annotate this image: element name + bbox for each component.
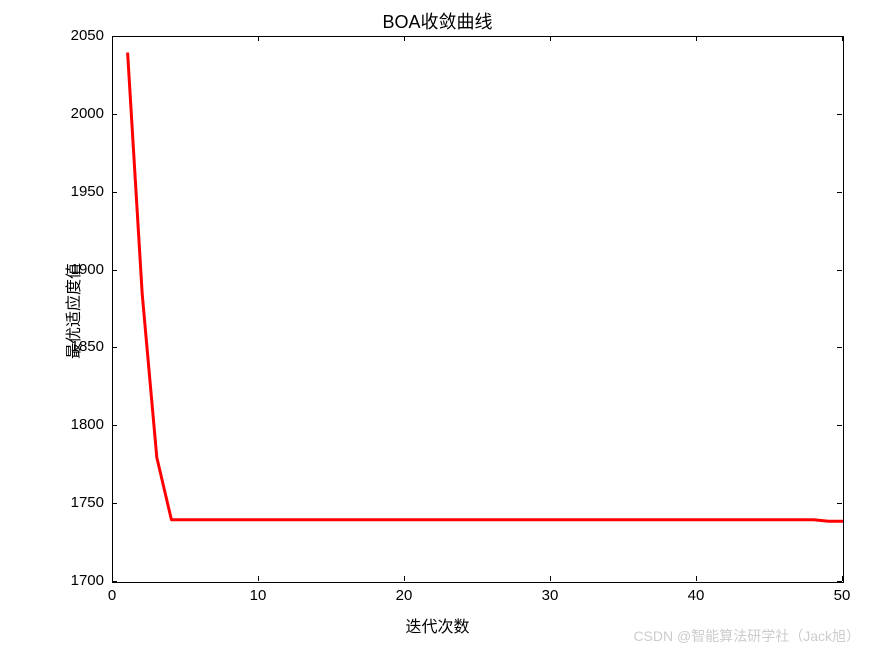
y-tick <box>837 36 842 37</box>
y-tick <box>837 270 842 271</box>
x-tick <box>404 576 405 581</box>
y-tick <box>837 114 842 115</box>
x-tick <box>258 36 259 41</box>
y-tick-label: 1950 <box>71 183 104 200</box>
watermark-text: CSDN @智能算法研学社（Jack旭） <box>633 626 860 646</box>
y-tick-label: 1850 <box>71 338 104 355</box>
y-tick <box>112 503 117 504</box>
y-tick <box>112 192 117 193</box>
x-tick <box>842 576 843 581</box>
y-tick <box>837 192 842 193</box>
y-tick <box>837 347 842 348</box>
x-tick-label: 20 <box>394 587 414 604</box>
y-tick <box>112 114 117 115</box>
plot-area <box>112 36 844 583</box>
y-tick-label: 2050 <box>71 27 104 44</box>
y-tick <box>837 581 842 582</box>
y-tick <box>112 581 117 582</box>
chart-container: BOA收敛曲线 最优适应度值 迭代次数 CSDN @智能算法研学社（Jack旭）… <box>0 0 875 656</box>
x-tick-label: 40 <box>686 587 706 604</box>
convergence-line <box>113 37 843 582</box>
chart-title: BOA收敛曲线 <box>0 8 875 34</box>
x-tick <box>550 576 551 581</box>
y-tick <box>837 503 842 504</box>
y-tick <box>112 36 117 37</box>
x-tick <box>258 576 259 581</box>
x-tick <box>404 36 405 41</box>
x-tick <box>550 36 551 41</box>
y-tick <box>837 425 842 426</box>
x-tick <box>696 576 697 581</box>
y-tick-label: 1750 <box>71 494 104 511</box>
x-tick-label: 10 <box>248 587 268 604</box>
x-tick-label: 0 <box>102 587 122 604</box>
y-tick <box>112 347 117 348</box>
y-tick <box>112 270 117 271</box>
y-tick <box>112 425 117 426</box>
y-tick-label: 1900 <box>71 261 104 278</box>
y-tick-label: 1800 <box>71 416 104 433</box>
x-tick <box>842 36 843 41</box>
x-tick-label: 50 <box>832 587 852 604</box>
x-tick-label: 30 <box>540 587 560 604</box>
x-tick <box>696 36 697 41</box>
y-tick-label: 1700 <box>71 572 104 589</box>
y-tick-label: 2000 <box>71 105 104 122</box>
